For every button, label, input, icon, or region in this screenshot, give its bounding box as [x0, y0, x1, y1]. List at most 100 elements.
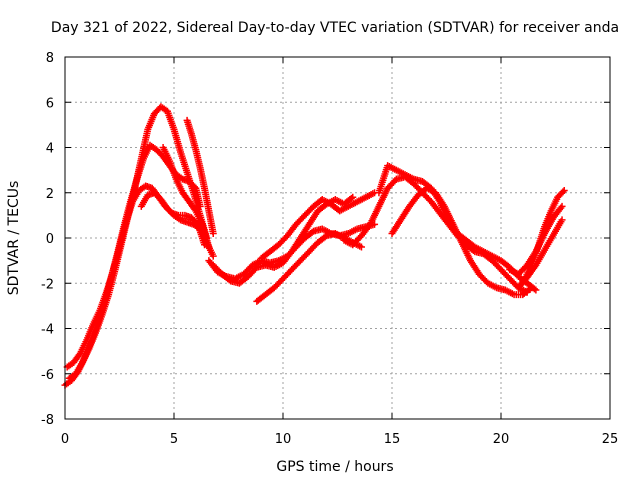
data-point-fill — [503, 287, 516, 298]
data-point-fill — [73, 360, 85, 376]
data-point-fill — [464, 237, 477, 250]
data-point-fill — [173, 177, 186, 195]
data-point-fill — [246, 265, 259, 279]
data-point-fill — [542, 215, 556, 236]
data-point-fill — [315, 201, 329, 214]
data-point-fill — [407, 193, 421, 209]
data-point-fill — [555, 188, 567, 200]
y-tick-label: -6 — [41, 368, 54, 383]
data-point-fill — [553, 218, 565, 233]
data-point-fill — [185, 219, 196, 228]
data-point-fill — [450, 222, 465, 245]
data-point-fill — [433, 190, 447, 209]
data-point-fill — [307, 240, 320, 254]
data-point-fill — [67, 371, 78, 381]
data-point-fill — [520, 272, 532, 286]
data-point-fill — [180, 176, 192, 185]
data-point-fill — [125, 186, 138, 217]
data-point-fill — [298, 222, 312, 240]
data-point — [205, 243, 213, 251]
data-point-fill — [473, 244, 486, 255]
data-point-fill — [105, 268, 119, 296]
data-point-fill — [394, 167, 407, 178]
data-point-fill — [541, 209, 554, 229]
data-point — [560, 186, 568, 194]
data-point-fill — [263, 285, 277, 297]
data-point-fill — [280, 267, 294, 281]
data-point-fill — [389, 218, 404, 236]
data-point-fill — [364, 190, 377, 200]
data-point-fill — [189, 215, 201, 227]
data-point-fill — [490, 253, 503, 264]
data-point-fill — [302, 228, 316, 241]
data-point-fill — [546, 229, 558, 245]
data-point-fill — [350, 233, 364, 247]
y-tick-label: -8 — [41, 413, 54, 428]
data-point-fill — [346, 199, 359, 209]
data-point-fill — [86, 331, 99, 351]
data-point-fill — [306, 209, 321, 227]
data-point-fill — [63, 378, 74, 388]
data-point-fill — [160, 145, 173, 163]
data-point-fill — [177, 211, 187, 219]
data-point — [209, 229, 217, 237]
data-point-fill — [183, 212, 194, 221]
data-point-fill — [165, 206, 177, 218]
series-arc-6 — [183, 116, 217, 237]
x-tick-label: 15 — [384, 432, 401, 447]
data-point-fill — [158, 197, 170, 211]
data-point-fill — [540, 240, 552, 256]
data-point-fill — [516, 263, 530, 277]
series-arc-5 — [159, 144, 213, 251]
data-point-fill — [276, 233, 290, 247]
y-tick-label: -4 — [41, 323, 54, 338]
data-point-fill — [233, 271, 246, 282]
data-point-fill — [285, 222, 299, 238]
data-point-fill — [385, 163, 399, 173]
data-point-fill — [320, 196, 333, 207]
data-point-fill — [77, 338, 90, 355]
data-point-fill — [520, 285, 534, 297]
y-axis-label: SDTVAR / TECUs — [6, 181, 22, 296]
data-point-fill — [441, 204, 456, 227]
series-arc-13 — [388, 184, 536, 299]
data-point — [558, 216, 566, 224]
data-point-fill — [376, 186, 391, 209]
data-point-fill — [138, 193, 151, 208]
data-point-fill — [112, 241, 125, 272]
y-tick-label: -2 — [41, 277, 54, 292]
data-point-fill — [137, 183, 148, 193]
data-point-fill — [490, 258, 504, 272]
data-point-fill — [459, 240, 474, 263]
data-point-fill — [154, 147, 166, 159]
data-point — [532, 286, 540, 294]
x-tick-label: 25 — [602, 432, 619, 447]
data-point-fill — [315, 233, 329, 245]
data-point-fill — [118, 213, 132, 244]
series-arc-16 — [519, 216, 566, 287]
y-tick-label: 2 — [46, 187, 54, 202]
data-point-fill — [355, 194, 368, 205]
data-point-fill — [172, 213, 183, 223]
data-point-fill — [272, 276, 286, 290]
data-point-fill — [477, 272, 490, 286]
data-point-fill — [341, 194, 355, 207]
data-point-fill — [289, 236, 303, 254]
data-point-fill — [193, 209, 205, 226]
data-point-fill — [512, 291, 525, 299]
data-point-fill — [148, 142, 159, 153]
marks-layer — [61, 103, 568, 389]
data-point-fill — [298, 249, 312, 263]
data-point — [209, 252, 217, 260]
data-point-fill — [533, 252, 545, 267]
data-point-fill — [178, 216, 189, 226]
data-point-fill — [65, 360, 76, 370]
data-point — [357, 243, 365, 251]
data-point-fill — [346, 226, 359, 237]
data-point-fill — [548, 195, 561, 213]
data-point-fill — [425, 185, 438, 196]
x-tick-label: 5 — [170, 432, 178, 447]
x-tick-label: 20 — [493, 432, 510, 447]
x-axis-label: GPS time / hours — [276, 459, 393, 475]
